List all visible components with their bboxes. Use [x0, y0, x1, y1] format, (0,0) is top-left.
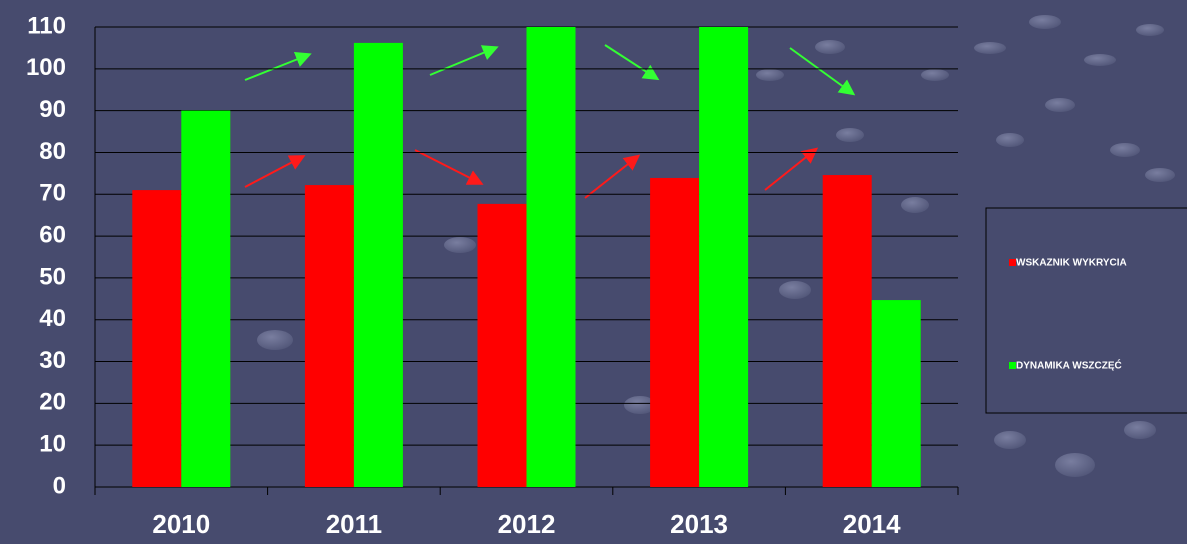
bar	[871, 300, 921, 487]
y-tick-label: 0	[53, 472, 66, 499]
bar	[477, 203, 527, 487]
legend-label: DYNAMIKA WSZCZĘĆ	[1016, 359, 1122, 372]
bar	[699, 27, 749, 487]
bar	[132, 190, 182, 487]
y-tick-label: 40	[39, 305, 66, 332]
bar	[304, 185, 354, 487]
x-tick-label: 2012	[498, 509, 556, 539]
x-tick-label: 2011	[326, 509, 382, 539]
x-tick-label: 2013	[670, 509, 728, 539]
legend-swatch	[1009, 259, 1016, 266]
background-bubbles	[257, 15, 1175, 477]
legend-label: WSKAZNIK WYKRYCIA	[1016, 258, 1127, 269]
y-tick-label: 30	[39, 347, 66, 374]
legend-swatch	[1009, 362, 1016, 369]
bar	[526, 27, 576, 487]
y-tick-label: 10	[39, 431, 66, 458]
y-tick-label: 80	[39, 138, 66, 165]
y-tick-label: 50	[39, 263, 66, 290]
trend-arrows	[244, 44, 856, 199]
x-tick-label: 2014	[843, 509, 901, 539]
y-tick-label: 110	[27, 12, 66, 39]
x-tick-label: 2010	[152, 509, 210, 539]
y-tick-label: 100	[26, 54, 66, 81]
legend-box	[985, 207, 1187, 414]
bar	[353, 42, 403, 488]
y-tick-label: 70	[39, 180, 66, 207]
bar	[822, 175, 872, 487]
bar	[181, 110, 231, 488]
y-tick-label: 90	[39, 96, 66, 123]
y-tick-label: 20	[39, 389, 66, 416]
bar	[650, 177, 700, 488]
y-tick-label: 60	[39, 221, 66, 248]
